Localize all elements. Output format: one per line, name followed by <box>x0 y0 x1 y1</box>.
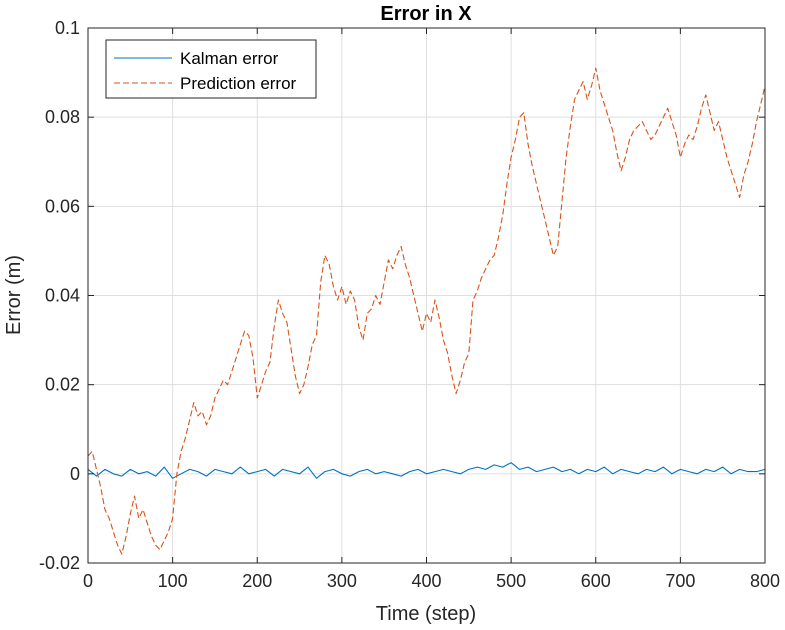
y-axis-label: Error (m) <box>3 255 25 335</box>
series-layer <box>87 67 766 555</box>
y-tick-label: 0.04 <box>45 286 80 306</box>
legend-label-kalman-error: Kalman error <box>180 49 279 68</box>
y-tick-label: 0.08 <box>45 107 80 127</box>
legend-label-prediction-error: Prediction error <box>180 74 297 93</box>
series-line-kalman-error <box>87 462 766 479</box>
axis-ticks: 0 100 200 300 400 500 600 700 800-0.0200.020.040… <box>39 18 780 591</box>
x-tick-label: 100 <box>158 571 188 591</box>
y-tick-label: -0.02 <box>39 553 80 573</box>
legend-box <box>105 39 317 99</box>
x-tick-label: 200 <box>242 571 272 591</box>
x-tick-label: 500 <box>496 571 526 591</box>
x-tick-label: 0 <box>83 571 93 591</box>
x-tick-label: 300 <box>327 571 357 591</box>
series-line-prediction-error <box>87 67 766 555</box>
y-tick-label: 0.02 <box>45 375 80 395</box>
y-tick-label: 0 <box>70 464 80 484</box>
x-tick-label: 800 <box>750 571 780 591</box>
chart-title: Error in X <box>380 3 472 25</box>
x-axis-label: Time (step) <box>376 603 476 625</box>
y-tick-label: 0.06 <box>45 196 80 216</box>
x-tick-label: 700 <box>665 571 695 591</box>
legend: Kalman error Prediction error <box>105 39 317 99</box>
x-tick-label: 400 <box>411 571 441 591</box>
y-tick-label: 0.1 <box>55 18 80 38</box>
x-tick-label: 600 <box>581 571 611 591</box>
